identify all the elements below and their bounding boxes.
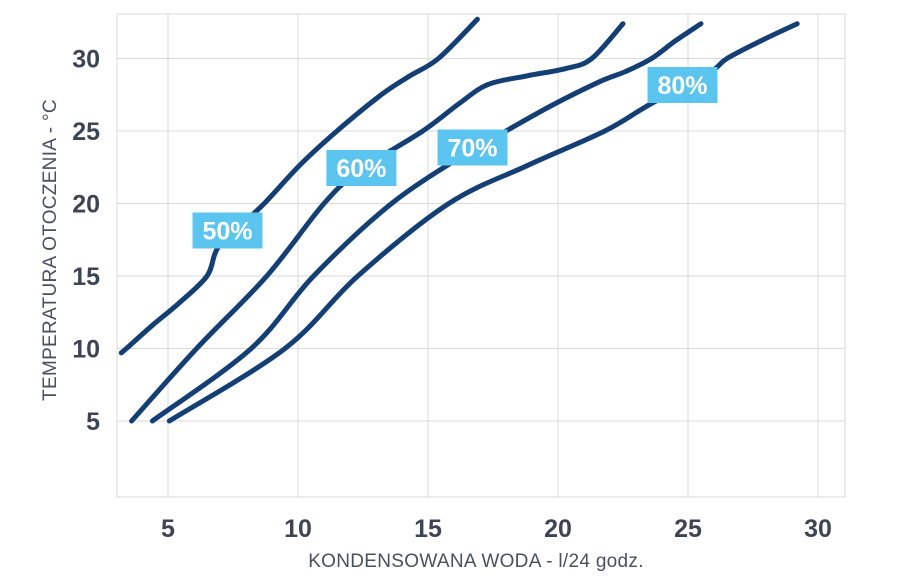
series-label-text-60pct: 60% [336,155,386,183]
x-tick-label-5: 5 [161,515,175,543]
x-tick-label-25: 25 [674,515,702,543]
y-tick-label-10: 10 [72,336,100,364]
x-tick-label-15: 15 [414,515,442,543]
curve-60pct [129,21,626,424]
series-label-box-60pct [326,150,397,186]
series-label-box-50pct [192,212,263,249]
y-axis-title: TEMPERATURA OTOCZENIA - °C [40,99,61,401]
x-tick-label-30: 30 [804,515,832,543]
x-tick-label-20: 20 [544,515,572,543]
x-tick-label-10: 10 [284,515,312,543]
series-label-box-80pct [647,67,718,103]
y-tick-label-15: 15 [72,263,100,291]
plot-frame [116,13,846,498]
curve-50pct [118,16,480,356]
series-label-text-50pct: 50% [202,218,252,246]
series-label-box-70pct [437,129,508,166]
x-axis-title: KONDENSOWANA WODA - l/24 godz. [308,551,644,572]
series-label-text-80pct: 80% [657,72,707,100]
y-tick-label-5: 5 [86,408,100,436]
series-label-text-70pct: 70% [447,135,497,163]
curve-80pct [166,21,800,424]
y-tick-label-30: 30 [72,46,100,74]
y-tick-label-25: 25 [72,118,100,146]
y-tick-label-20: 20 [72,191,100,219]
